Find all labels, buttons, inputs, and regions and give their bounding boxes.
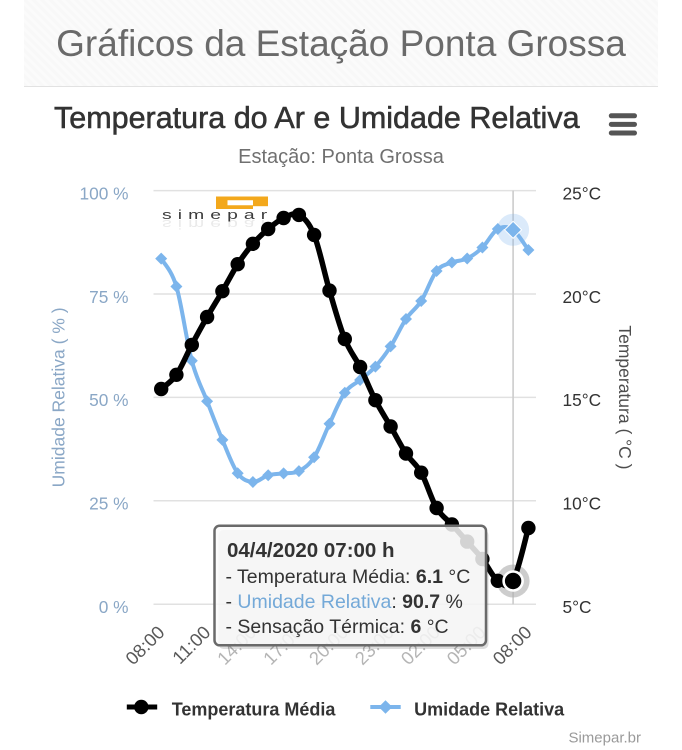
svg-text:08:00: 08:00 <box>488 621 535 668</box>
svg-text:20°C: 20°C <box>563 287 602 307</box>
svg-text:15°C: 15°C <box>563 390 602 410</box>
svg-text:0 %: 0 % <box>99 597 129 617</box>
svg-text:Temperatura do Ar e Umidade Re: Temperatura do Ar e Umidade Relativa <box>54 101 580 135</box>
svg-text:- Temperatura Média: 6.1 °C: - Temperatura Média: 6.1 °C <box>226 566 471 588</box>
svg-text:11:00: 11:00 <box>168 621 214 667</box>
svg-text:Umidade Relativa: Umidade Relativa <box>414 700 565 720</box>
svg-text:50 %: 50 % <box>89 390 128 410</box>
svg-text:- Umidade Relativa: 90.7 %: - Umidade Relativa: 90.7 % <box>226 591 463 613</box>
svg-text:Temperatura ( °C ): Temperatura ( °C ) <box>615 325 635 469</box>
svg-text:Umidade Relativa ( % ): Umidade Relativa ( % ) <box>49 307 69 487</box>
svg-text:simepar: simepar <box>162 207 273 222</box>
svg-text:25°C: 25°C <box>563 183 602 203</box>
svg-text:- Sensação Térmica: 6 °C: - Sensação Térmica: 6 °C <box>226 616 449 638</box>
svg-text:10°C: 10°C <box>563 494 602 514</box>
svg-text:25 %: 25 % <box>89 494 128 514</box>
svg-text:08:00: 08:00 <box>121 621 168 668</box>
svg-text:04/4/2020 07:00 h: 04/4/2020 07:00 h <box>227 539 395 562</box>
svg-text:75 %: 75 % <box>89 287 128 307</box>
svg-text:100 %: 100 % <box>79 183 128 203</box>
svg-text:simepar: simepar <box>162 217 273 231</box>
svg-text:Temperatura Média: Temperatura Média <box>172 700 337 720</box>
svg-text:Simepar.br: Simepar.br <box>568 730 641 747</box>
svg-text:5°C: 5°C <box>563 597 592 617</box>
svg-text:Estação: Ponta Grossa: Estação: Ponta Grossa <box>238 146 445 168</box>
